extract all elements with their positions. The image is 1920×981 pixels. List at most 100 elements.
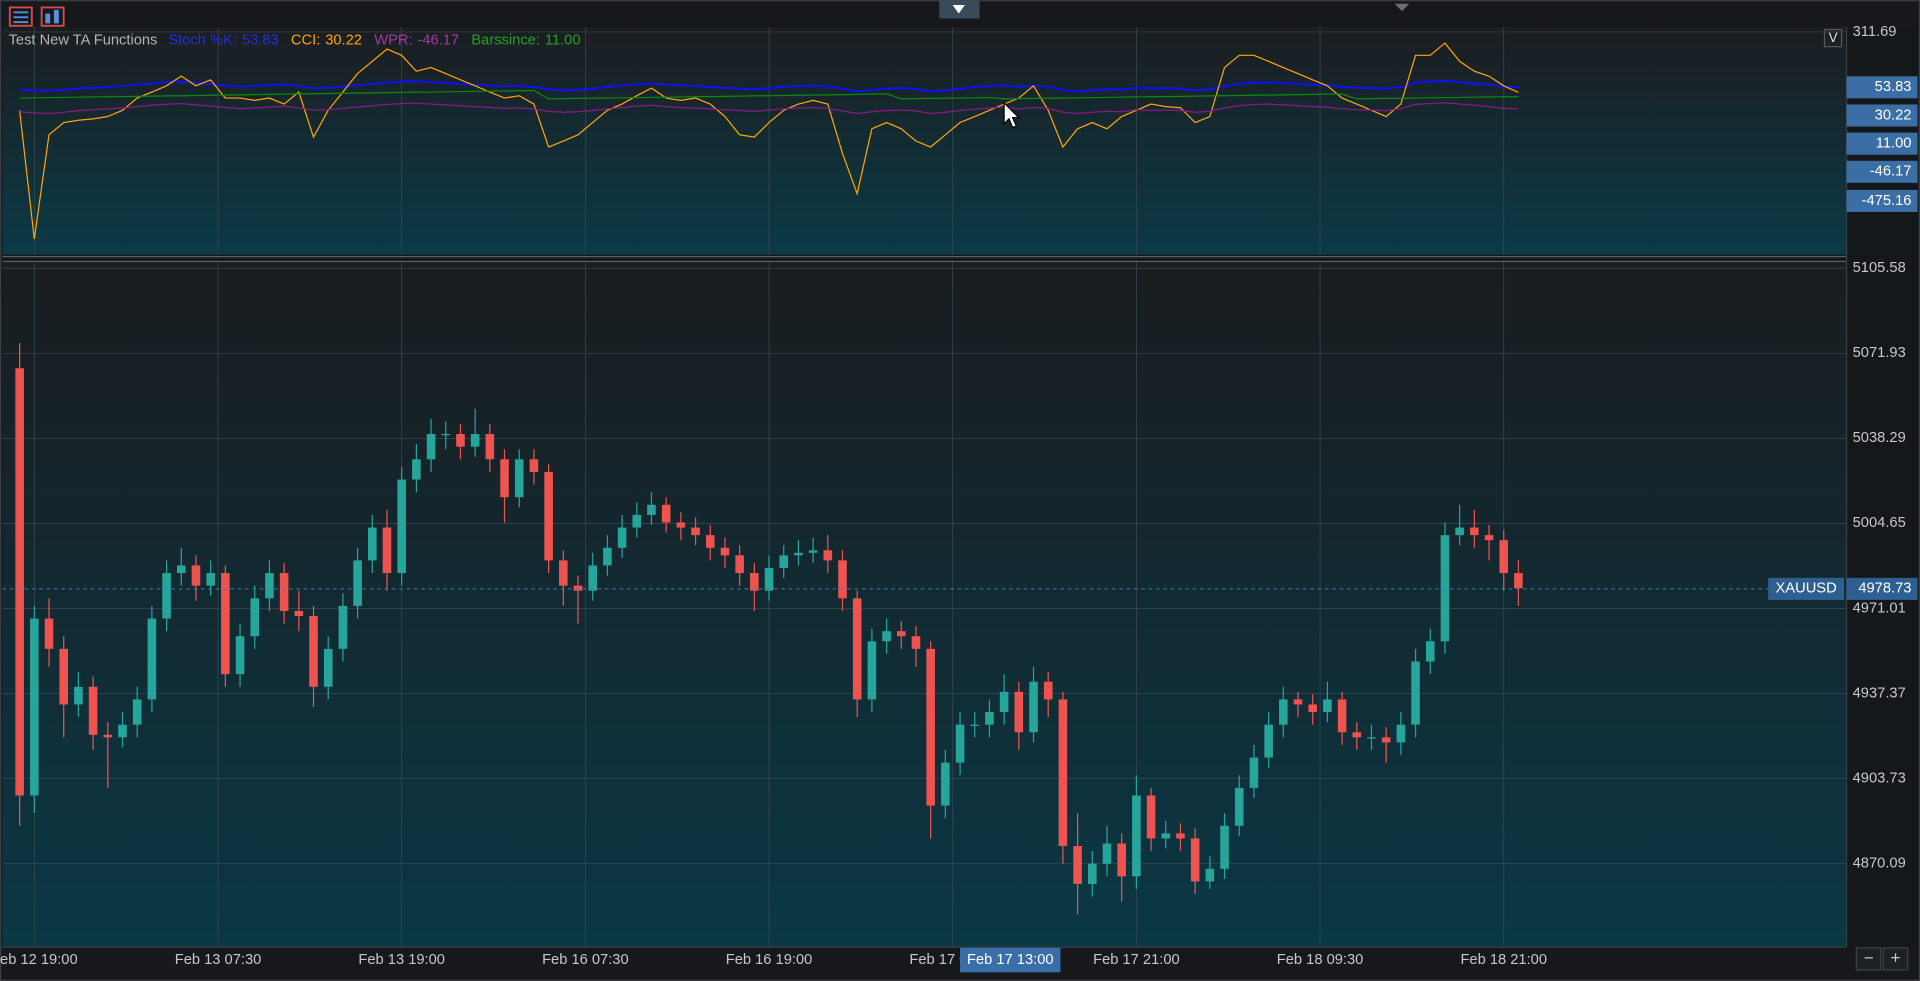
- candle-body: [1455, 527, 1464, 536]
- candle-body: [514, 459, 524, 498]
- candle-body: [1117, 843, 1126, 877]
- candle-body: [1205, 868, 1215, 882]
- candle-body: [999, 691, 1009, 713]
- indicator-line: [19, 79, 1519, 93]
- candle-body: [250, 598, 260, 637]
- candle-body: [353, 560, 362, 606]
- candle-body: [985, 712, 994, 725]
- indicator-plot: [2, 27, 1847, 255]
- candle-body: [103, 734, 113, 738]
- icon-frame[interactable]: [40, 6, 65, 27]
- zoom-in-button[interactable]: [1882, 947, 1909, 971]
- button-frame[interactable]: [1823, 28, 1843, 48]
- value-box-label: 30.22: [1875, 107, 1912, 123]
- toolbar-icon[interactable]: [40, 6, 65, 27]
- candle-body: [118, 724, 127, 738]
- candle-body: [1425, 641, 1435, 662]
- panel-tab[interactable]: [939, 0, 980, 19]
- candle-body: [720, 547, 730, 556]
- candle-body: [1190, 838, 1200, 882]
- y-tick-label: 5071.93: [1853, 345, 1906, 361]
- legend-entry: Stoch %K: 53.83: [168, 32, 278, 48]
- candle-body: [1499, 540, 1509, 574]
- candle-body: [1132, 795, 1141, 877]
- candle-body: [279, 573, 289, 611]
- x-tick-label: Feb 17 21:00: [1093, 952, 1180, 968]
- y-tick-label: 4971.01: [1853, 600, 1906, 616]
- candle-body: [1411, 661, 1420, 725]
- indicator-line: [19, 89, 1519, 100]
- candle-body: [705, 535, 715, 548]
- candle-body: [1323, 699, 1332, 713]
- candle-body: [132, 699, 142, 725]
- tab-arrow: [1394, 3, 1410, 12]
- candle-body: [823, 550, 833, 561]
- candle-body: [1470, 527, 1479, 536]
- candle-body: [1308, 704, 1317, 713]
- candle-body: [1514, 573, 1523, 589]
- candle-body: [573, 585, 583, 591]
- legend-entry: Barssince: 11.00: [471, 32, 580, 48]
- x-tick-label: Feb 18 21:00: [1460, 952, 1547, 968]
- zoom-out-label[interactable]: −: [1864, 947, 1874, 967]
- x-tick-label: Feb 13 19:00: [358, 952, 445, 968]
- value-box-label: 53.83: [1875, 79, 1912, 95]
- toolbar-icon[interactable]: [8, 6, 33, 27]
- candle-body: [147, 618, 157, 700]
- legend-value: -46.17: [417, 32, 459, 48]
- candle-body: [794, 552, 803, 556]
- price-panel: [2, 262, 1847, 947]
- zoom-controls[interactable]: − +: [1855, 947, 1909, 971]
- candle-body: [1381, 737, 1391, 743]
- x-tick-label: Feb 18 09:30: [1277, 952, 1364, 968]
- candle-body: [441, 434, 451, 436]
- candle-body: [603, 547, 612, 566]
- legend-entry: WPR: -46.17: [374, 32, 459, 48]
- candle-body: [1058, 699, 1068, 847]
- candle-body: [764, 567, 774, 591]
- candle-body: [661, 504, 671, 523]
- zoom-out-button[interactable]: [1855, 947, 1882, 971]
- candle-body: [88, 686, 98, 735]
- y-tick-label: 4903.73: [1853, 770, 1906, 786]
- indicator-line: [18, 42, 1519, 240]
- candle-body: [1396, 724, 1406, 743]
- candle-body: [1352, 732, 1362, 738]
- candle-body: [397, 479, 406, 574]
- candle-body: [896, 631, 906, 637]
- y-tick-label: 5038.29: [1853, 430, 1906, 446]
- legend-name: WPR:: [374, 32, 412, 48]
- icon-bar: [53, 9, 59, 24]
- candle-body: [867, 641, 877, 700]
- candle-body: [338, 605, 348, 649]
- candle-body: [221, 573, 230, 675]
- panel-button[interactable]: V: [1823, 28, 1843, 48]
- candle-body: [1440, 535, 1450, 642]
- candle-body: [559, 560, 568, 586]
- candle-body: [544, 471, 553, 561]
- candle-body: [412, 459, 421, 480]
- icon-frame[interactable]: [8, 6, 33, 27]
- zoom-in-label[interactable]: +: [1891, 947, 1901, 967]
- y-tick-label: 311.69: [1853, 24, 1897, 40]
- legend-name: CCI:: [291, 32, 320, 48]
- candle-body: [470, 434, 480, 447]
- indicator-panel: [2, 27, 1847, 255]
- button-label[interactable]: V: [1829, 30, 1838, 45]
- candle-body: [647, 504, 656, 515]
- value-box-label: 11.00: [1876, 136, 1912, 152]
- x-tick-label: Feb 16 07:30: [542, 952, 629, 968]
- legend-title: Test New TA Functions: [9, 32, 158, 48]
- candle-body: [1249, 757, 1259, 788]
- legend-value: 53.83: [242, 32, 279, 48]
- legend-name: Stoch %K:: [168, 32, 237, 48]
- value-box-label: -475.16: [1862, 193, 1912, 209]
- candle-body: [1234, 787, 1244, 826]
- candle-body: [294, 610, 304, 617]
- candle-body: [1102, 843, 1112, 864]
- value-box: [1846, 132, 1918, 155]
- y-tick-label: 5105.58: [1853, 260, 1906, 276]
- legend-value: 30.22: [325, 32, 362, 48]
